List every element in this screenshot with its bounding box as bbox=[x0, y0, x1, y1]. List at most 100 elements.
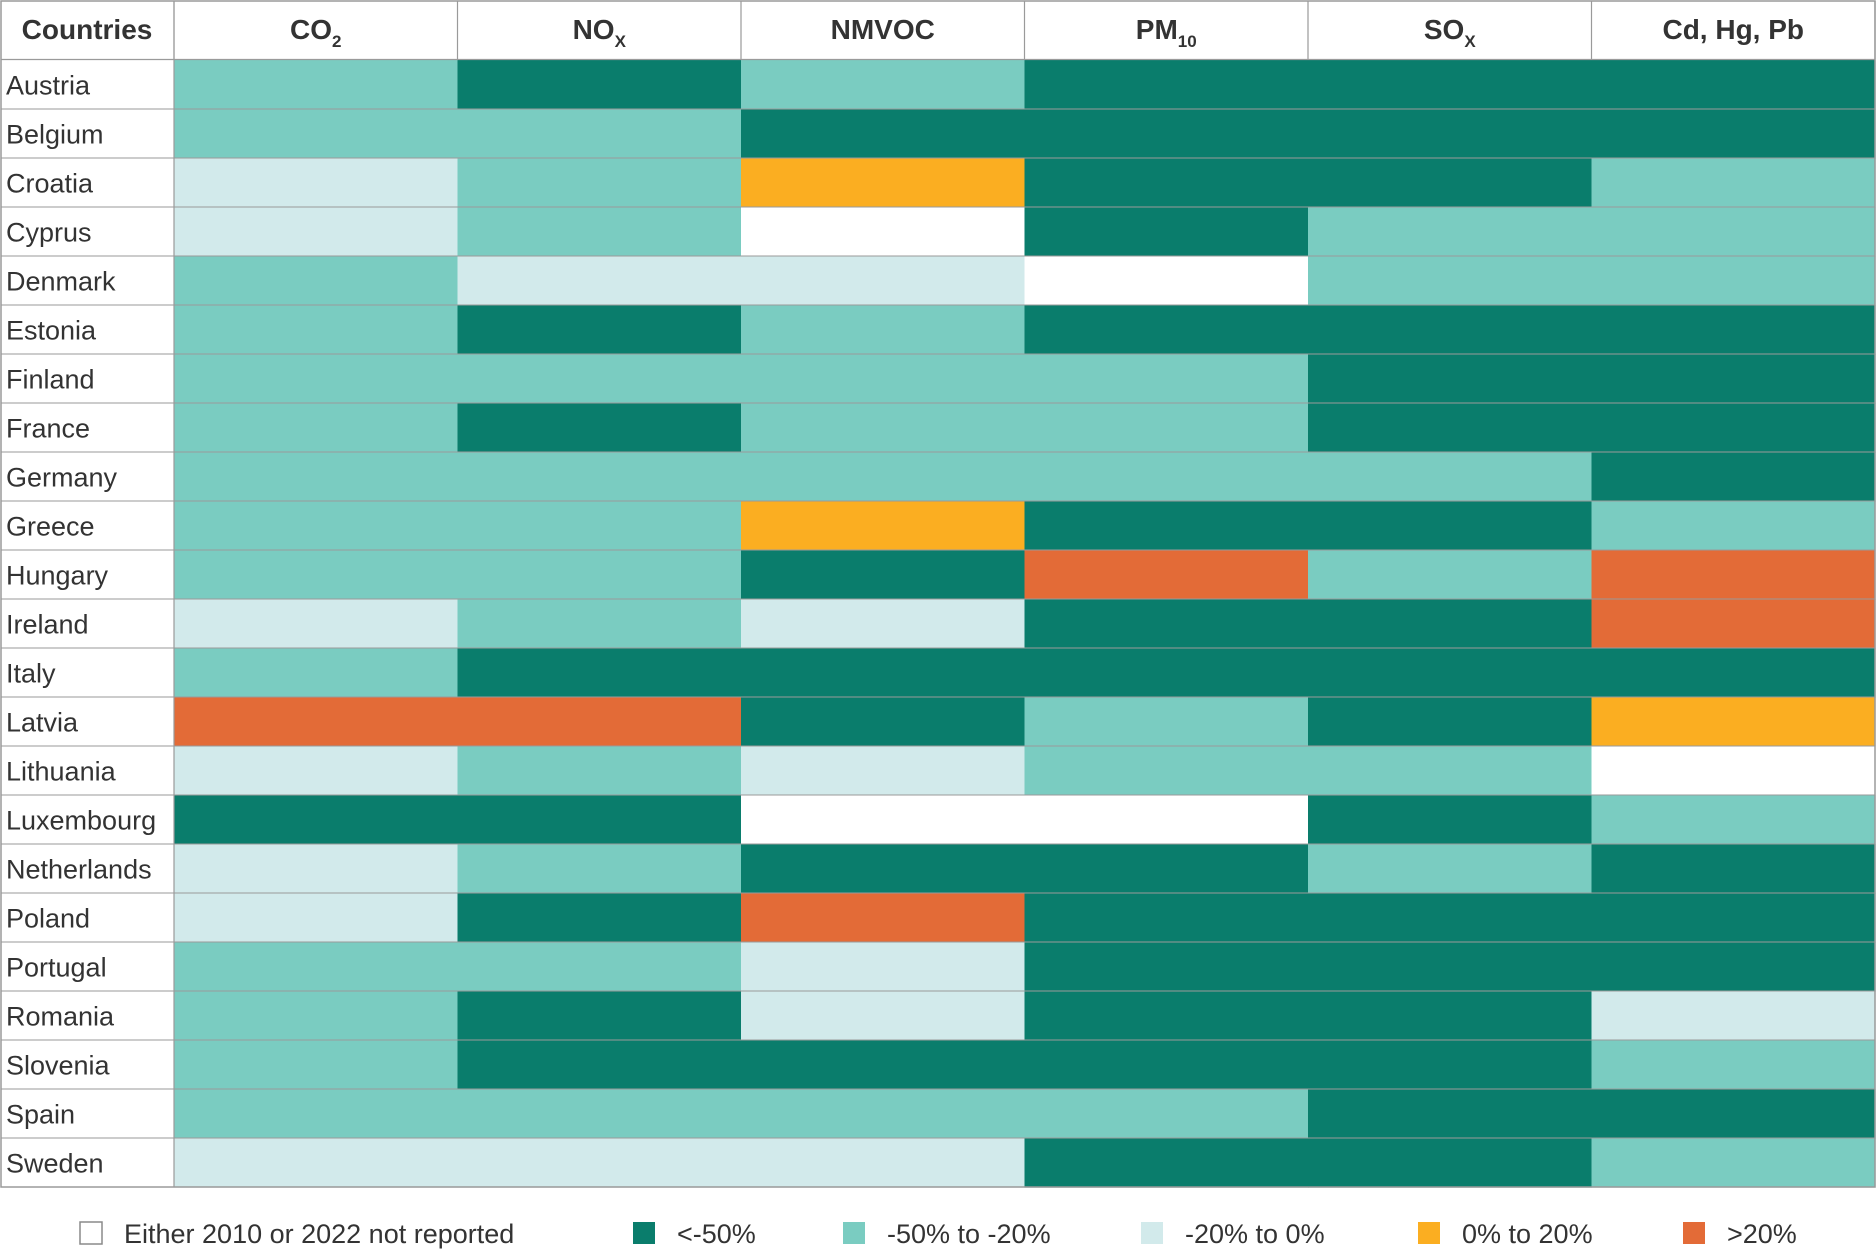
country-label: Denmark bbox=[6, 267, 116, 297]
legend: Either 2010 or 2022 not reported <-50% -50… bbox=[79, 1219, 1797, 1249]
heatmap-cell bbox=[1308, 403, 1593, 453]
legend-label: <-50% bbox=[677, 1219, 756, 1249]
heatmap-cell bbox=[174, 501, 459, 551]
heatmap-cell bbox=[1591, 354, 1876, 404]
country-label: Romania bbox=[6, 1002, 115, 1032]
country-label: Italy bbox=[6, 659, 56, 689]
heatmap-cell bbox=[174, 403, 459, 453]
country-label: Belgium bbox=[6, 120, 104, 150]
country-label: Latvia bbox=[6, 708, 79, 738]
country-label: Ireland bbox=[6, 610, 89, 640]
heatmap-cell bbox=[1591, 207, 1876, 257]
heatmap-cell bbox=[1308, 1040, 1593, 1090]
heatmap-cell bbox=[1024, 1138, 1309, 1188]
heatmap-cell bbox=[457, 207, 742, 257]
heatmap-cell bbox=[174, 648, 459, 698]
heatmap-cell bbox=[1591, 1138, 1876, 1188]
heatmap-cell bbox=[174, 207, 459, 257]
table-border bbox=[0, 0, 1876, 1188]
heatmap-cell bbox=[741, 1040, 1026, 1090]
country-label: Spain bbox=[6, 1100, 75, 1130]
country-label: Lithuania bbox=[6, 757, 117, 787]
heatmap-cell bbox=[1308, 795, 1593, 845]
heatmap-cell bbox=[174, 697, 459, 747]
heatmap-cell bbox=[1024, 207, 1309, 257]
heatmap-cell bbox=[1024, 795, 1309, 845]
heatmap-cell bbox=[457, 1089, 742, 1139]
heatmap-cell bbox=[1024, 452, 1309, 502]
heatmap-cell bbox=[741, 697, 1026, 747]
country-label: Sweden bbox=[6, 1149, 104, 1179]
heatmap-cell bbox=[1024, 354, 1309, 404]
heatmap-cell bbox=[1308, 1138, 1593, 1188]
country-label: Croatia bbox=[6, 169, 94, 199]
legend-swatch bbox=[79, 1221, 103, 1245]
country-label: France bbox=[6, 414, 90, 444]
column-header-label: CO2 bbox=[290, 14, 341, 51]
heatmap-cell bbox=[1024, 991, 1309, 1041]
heatmap-cell bbox=[741, 942, 1026, 992]
country-label: Germany bbox=[6, 463, 118, 493]
heatmap-cell bbox=[174, 746, 459, 796]
heatmap-cell bbox=[1591, 109, 1876, 159]
column-header-label: NMVOC bbox=[831, 14, 935, 45]
heatmap-cell bbox=[174, 60, 459, 110]
heatmap-cell bbox=[457, 550, 742, 600]
heatmap-cell bbox=[1308, 109, 1593, 159]
heatmap-cell bbox=[1591, 60, 1876, 110]
legend-swatch bbox=[1141, 1222, 1163, 1244]
legend-swatch bbox=[1418, 1222, 1440, 1244]
heatmap-cell bbox=[174, 158, 459, 208]
heatmap-cell bbox=[1024, 109, 1309, 159]
country-label: Finland bbox=[6, 365, 95, 395]
heatmap-cell bbox=[741, 746, 1026, 796]
heatmap-cell bbox=[1591, 550, 1876, 600]
heatmap-cell bbox=[174, 795, 459, 845]
heatmap-cell bbox=[1024, 1040, 1309, 1090]
heatmap-cell bbox=[457, 109, 742, 159]
heatmap-cell bbox=[741, 452, 1026, 502]
heatmap-cell bbox=[1308, 942, 1593, 992]
heatmap-cell bbox=[1308, 158, 1593, 208]
heatmap-cell bbox=[457, 893, 742, 943]
heatmap-cell bbox=[1024, 403, 1309, 453]
heatmap-cell bbox=[1024, 60, 1309, 110]
heatmap-cell bbox=[1308, 648, 1593, 698]
heatmap-cell bbox=[1591, 942, 1876, 992]
heatmap-cell bbox=[174, 305, 459, 355]
heatmap-cell bbox=[741, 599, 1026, 649]
heatmap-cell bbox=[741, 893, 1026, 943]
heatmap-cell bbox=[174, 942, 459, 992]
heatmap-cell bbox=[174, 256, 459, 306]
heatmap-cell bbox=[741, 795, 1026, 845]
heatmap-cell bbox=[174, 1089, 459, 1139]
heatmap-cell bbox=[457, 256, 742, 306]
heatmap-cell bbox=[1591, 648, 1876, 698]
heatmap-cell bbox=[174, 354, 459, 404]
column-header-label: SOX bbox=[1424, 14, 1476, 51]
legend-label: >20% bbox=[1727, 1219, 1797, 1249]
heatmap-cell bbox=[1308, 697, 1593, 747]
country-label: Cyprus bbox=[6, 218, 92, 248]
heatmap-cell bbox=[1308, 207, 1593, 257]
heatmap-cell bbox=[741, 403, 1026, 453]
heatmap-cell bbox=[1591, 893, 1876, 943]
heatmap-cell bbox=[174, 1138, 459, 1188]
legend-swatch bbox=[633, 1222, 655, 1244]
heatmap-cell bbox=[1308, 60, 1593, 110]
heatmap-cell bbox=[1024, 893, 1309, 943]
heatmap-cell bbox=[457, 1040, 742, 1090]
column-header-label: NOX bbox=[573, 14, 627, 51]
heatmap-cell bbox=[741, 501, 1026, 551]
country-label: Netherlands bbox=[6, 855, 152, 885]
heatmap-cell bbox=[1024, 942, 1309, 992]
country-label: Austria bbox=[6, 71, 91, 101]
heatmap-cell bbox=[1024, 648, 1309, 698]
heatmap-cell bbox=[174, 109, 459, 159]
heatmap-cell bbox=[457, 697, 742, 747]
heatmap-cell bbox=[457, 795, 742, 845]
country-label: Slovenia bbox=[6, 1051, 111, 1081]
header-background bbox=[1, 1, 1875, 59]
heatmap-cell bbox=[741, 305, 1026, 355]
